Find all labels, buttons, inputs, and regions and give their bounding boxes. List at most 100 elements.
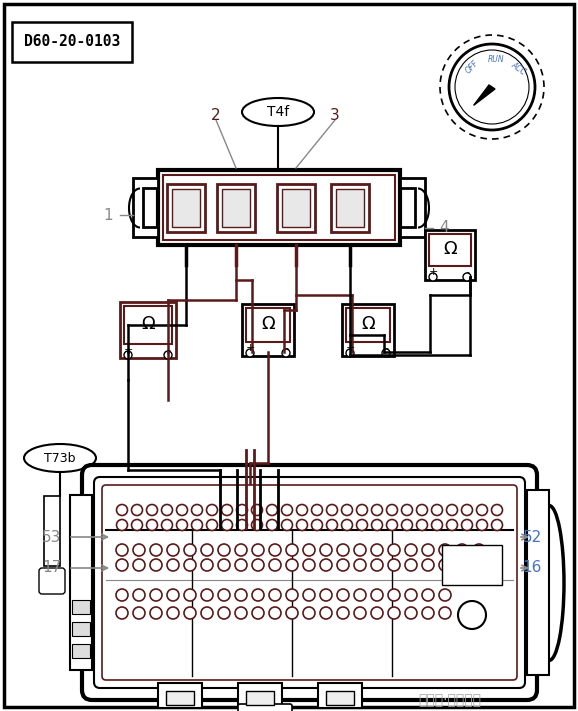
Circle shape <box>235 607 247 619</box>
Circle shape <box>388 589 400 601</box>
FancyBboxPatch shape <box>82 465 537 700</box>
Circle shape <box>150 589 162 601</box>
Text: 16: 16 <box>523 560 542 575</box>
Circle shape <box>133 544 145 556</box>
Circle shape <box>429 273 437 281</box>
Circle shape <box>463 273 471 281</box>
Circle shape <box>402 520 413 530</box>
Text: -: - <box>465 267 469 277</box>
Circle shape <box>133 607 145 619</box>
Circle shape <box>251 505 262 515</box>
Circle shape <box>218 544 230 556</box>
Circle shape <box>405 607 417 619</box>
Circle shape <box>303 589 315 601</box>
Circle shape <box>405 544 417 556</box>
Circle shape <box>246 349 254 357</box>
Text: 中华网·汽车频道: 中华网·汽车频道 <box>418 693 481 707</box>
Circle shape <box>371 544 383 556</box>
FancyBboxPatch shape <box>72 600 90 614</box>
Circle shape <box>286 589 298 601</box>
Circle shape <box>354 559 366 571</box>
Text: Ω: Ω <box>443 240 457 258</box>
Circle shape <box>342 520 353 530</box>
Circle shape <box>235 589 247 601</box>
Circle shape <box>133 559 145 571</box>
FancyBboxPatch shape <box>70 495 92 670</box>
Text: -: - <box>384 343 388 353</box>
Circle shape <box>116 589 128 601</box>
Circle shape <box>440 35 544 139</box>
FancyBboxPatch shape <box>172 189 200 227</box>
FancyBboxPatch shape <box>4 4 574 707</box>
FancyBboxPatch shape <box>318 683 362 708</box>
Circle shape <box>235 559 247 571</box>
Circle shape <box>150 559 162 571</box>
Circle shape <box>371 559 383 571</box>
Circle shape <box>206 505 217 515</box>
Circle shape <box>320 544 332 556</box>
Text: 1: 1 <box>103 208 113 223</box>
Circle shape <box>387 520 398 530</box>
Circle shape <box>439 559 451 571</box>
Circle shape <box>161 505 172 515</box>
Circle shape <box>116 544 128 556</box>
Circle shape <box>432 505 443 515</box>
Circle shape <box>312 505 323 515</box>
FancyBboxPatch shape <box>246 308 290 342</box>
Circle shape <box>461 505 472 515</box>
Circle shape <box>116 607 128 619</box>
FancyBboxPatch shape <box>72 644 90 658</box>
Circle shape <box>446 520 458 530</box>
FancyBboxPatch shape <box>238 683 282 708</box>
Circle shape <box>439 589 451 601</box>
Circle shape <box>491 505 502 515</box>
Circle shape <box>252 559 264 571</box>
FancyBboxPatch shape <box>331 184 369 232</box>
Text: Ω: Ω <box>361 315 375 333</box>
Polygon shape <box>400 178 425 237</box>
Circle shape <box>320 607 332 619</box>
FancyBboxPatch shape <box>246 691 274 705</box>
FancyBboxPatch shape <box>277 184 315 232</box>
FancyBboxPatch shape <box>158 170 400 245</box>
Circle shape <box>357 520 368 530</box>
Circle shape <box>327 505 338 515</box>
Circle shape <box>371 589 383 601</box>
Text: +: + <box>245 343 255 353</box>
Circle shape <box>269 589 281 601</box>
FancyBboxPatch shape <box>102 485 517 680</box>
Circle shape <box>218 559 230 571</box>
Circle shape <box>184 559 196 571</box>
Text: RUN: RUN <box>488 55 505 63</box>
Circle shape <box>132 505 143 515</box>
Circle shape <box>461 520 472 530</box>
Circle shape <box>133 589 145 601</box>
Circle shape <box>176 505 187 515</box>
Circle shape <box>266 505 277 515</box>
Circle shape <box>167 607 179 619</box>
Text: +: + <box>123 345 133 355</box>
Circle shape <box>167 544 179 556</box>
FancyBboxPatch shape <box>346 308 390 342</box>
Polygon shape <box>133 178 158 237</box>
FancyBboxPatch shape <box>342 304 394 356</box>
Circle shape <box>191 520 202 530</box>
Circle shape <box>269 544 281 556</box>
Circle shape <box>320 589 332 601</box>
Circle shape <box>236 505 247 515</box>
Circle shape <box>124 351 132 359</box>
Circle shape <box>297 520 307 530</box>
Text: OFF: OFF <box>464 58 480 75</box>
Circle shape <box>422 607 434 619</box>
Circle shape <box>354 607 366 619</box>
Circle shape <box>337 607 349 619</box>
Circle shape <box>346 349 354 357</box>
Circle shape <box>201 559 213 571</box>
Circle shape <box>184 607 196 619</box>
FancyBboxPatch shape <box>336 189 364 227</box>
Circle shape <box>281 505 292 515</box>
Text: T4f: T4f <box>267 105 289 119</box>
Circle shape <box>161 520 172 530</box>
Circle shape <box>422 544 434 556</box>
Circle shape <box>327 520 338 530</box>
